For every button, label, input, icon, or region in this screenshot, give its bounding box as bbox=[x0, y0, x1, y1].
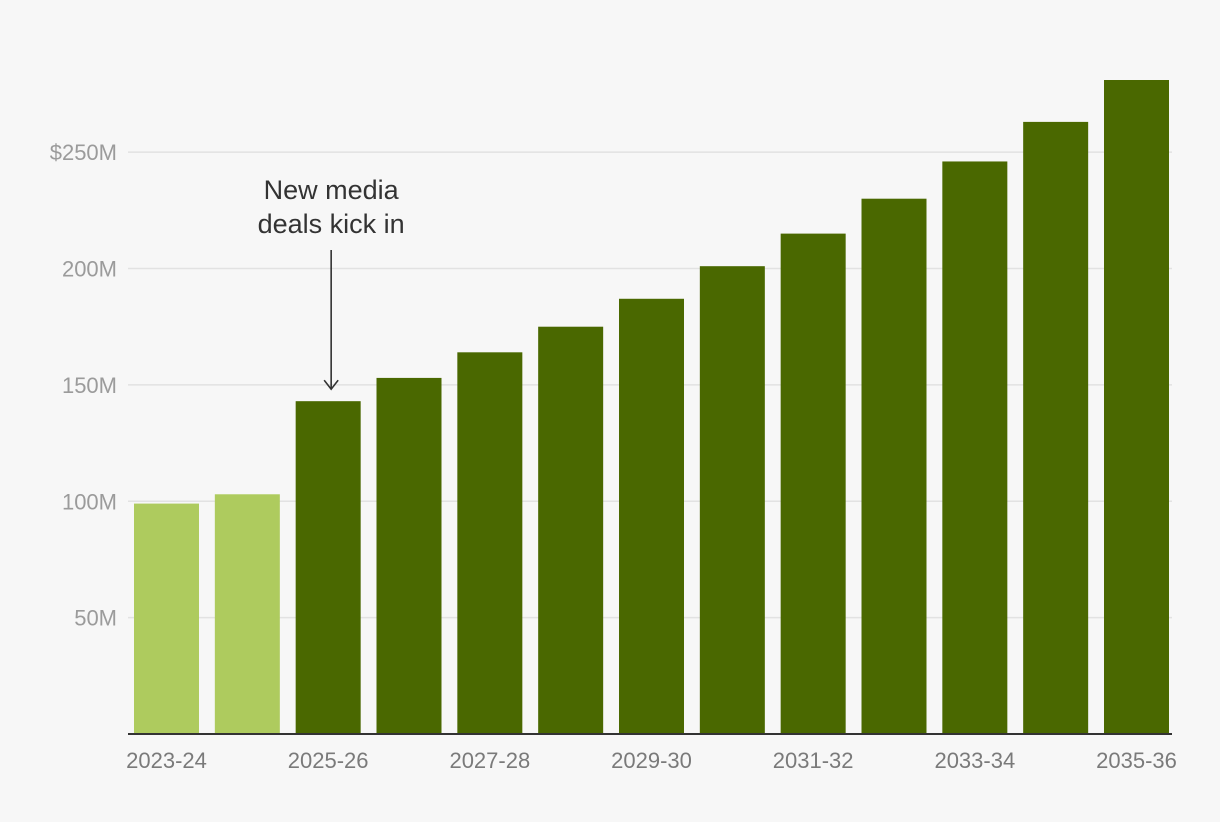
annotation-line-1: New media bbox=[264, 175, 400, 205]
y-tick-label: 50M bbox=[74, 606, 117, 631]
annotation: New media deals kick in bbox=[258, 175, 405, 391]
bar-2031-32 bbox=[780, 233, 846, 735]
x-tick-label: 2033-34 bbox=[934, 748, 1015, 773]
bar-2030-31 bbox=[699, 266, 765, 734]
bar-2027-28 bbox=[457, 352, 523, 734]
bar-2026-27 bbox=[376, 377, 442, 734]
annotation-line-2: deals kick in bbox=[258, 209, 405, 239]
bar-2033-34 bbox=[942, 161, 1008, 734]
bar-2032-33 bbox=[861, 198, 927, 734]
y-tick-label: 150M bbox=[62, 373, 117, 398]
bars bbox=[134, 80, 1169, 735]
x-axis-labels: 2023-24 2025-26 2027-28 2029-30 2031-32 2033-… bbox=[126, 748, 1177, 773]
x-tick-label: 2035-36 bbox=[1096, 748, 1177, 773]
bar-2034-35 bbox=[1023, 121, 1089, 734]
y-tick-label: 100M bbox=[62, 489, 117, 514]
x-tick-label: 2027-28 bbox=[449, 748, 530, 773]
x-tick-label: 2031-32 bbox=[773, 748, 854, 773]
bar-2028-29 bbox=[538, 326, 604, 734]
x-tick-label: 2029-30 bbox=[611, 748, 692, 773]
bar-2025-26 bbox=[295, 401, 361, 734]
y-tick-label: $250M bbox=[50, 140, 117, 165]
x-tick-label: 2025-26 bbox=[288, 748, 369, 773]
bar-2024-25 bbox=[214, 494, 280, 734]
bar-2023-24 bbox=[134, 503, 199, 734]
y-axis-ticks: $250M 200M 150M 100M 50M bbox=[50, 140, 117, 630]
bar-2029-30 bbox=[619, 298, 684, 734]
x-tick-label: 2023-24 bbox=[126, 748, 207, 773]
y-tick-label: 200M bbox=[62, 257, 117, 282]
annotation-arrow-head bbox=[323, 379, 339, 391]
bar-2035-36 bbox=[1104, 80, 1169, 734]
